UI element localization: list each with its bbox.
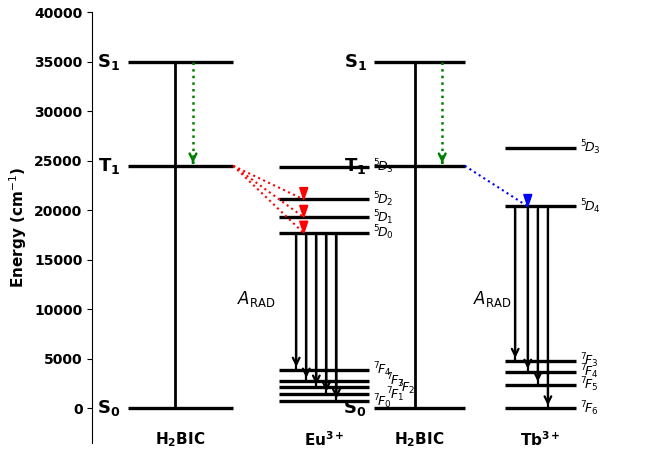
Text: $^5\!D_4$: $^5\!D_4$ (579, 197, 600, 216)
Text: $^7\!F_1$: $^7\!F_1$ (386, 385, 404, 404)
Text: $^7\!F_0$: $^7\!F_0$ (373, 392, 391, 411)
Polygon shape (524, 195, 532, 207)
Text: $\mathbf{H_2BIC}$: $\mathbf{H_2BIC}$ (156, 430, 205, 449)
Text: $^5\!D_3$: $^5\!D_3$ (373, 158, 394, 176)
Text: $\mathbf{S_0}$: $\mathbf{S_0}$ (343, 398, 367, 418)
Text: $^7\!F_4$: $^7\!F_4$ (373, 360, 391, 379)
Text: $\mathbf{Tb^{3+}}$: $\mathbf{Tb^{3+}}$ (520, 430, 561, 449)
Text: $A_{\mathrm{RAD}}$: $A_{\mathrm{RAD}}$ (473, 289, 512, 310)
Text: $^7\!F_3$: $^7\!F_3$ (386, 371, 404, 390)
Text: $^7\!F_6$: $^7\!F_6$ (579, 399, 598, 418)
Text: $^7\!F_4$: $^7\!F_4$ (579, 362, 598, 381)
Text: $\mathbf{T_1}$: $\mathbf{T_1}$ (344, 156, 367, 176)
Text: $\mathbf{S_1}$: $\mathbf{S_1}$ (343, 52, 367, 72)
Text: $^5\!D_1$: $^5\!D_1$ (373, 208, 393, 227)
Polygon shape (300, 188, 308, 200)
Text: $\mathbf{H_2BIC}$: $\mathbf{H_2BIC}$ (395, 430, 445, 449)
Text: $^5\!D_2$: $^5\!D_2$ (373, 190, 393, 209)
Text: $^7\!F_3$: $^7\!F_3$ (579, 351, 597, 370)
Y-axis label: Energy (cm$^{-1}$): Energy (cm$^{-1}$) (7, 167, 29, 288)
Text: $^7\!F_2$: $^7\!F_2$ (397, 378, 415, 397)
Polygon shape (300, 205, 308, 217)
Text: $\mathbf{T_1}$: $\mathbf{T_1}$ (98, 156, 120, 176)
Text: $^7\!F_5$: $^7\!F_5$ (579, 375, 597, 394)
Text: $^5\!D_3$: $^5\!D_3$ (579, 139, 600, 158)
Text: $\mathbf{S_0}$: $\mathbf{S_0}$ (97, 398, 120, 418)
Polygon shape (300, 221, 308, 233)
Text: $A_{\mathrm{RAD}}$: $A_{\mathrm{RAD}}$ (237, 289, 275, 310)
Text: $\mathbf{S_1}$: $\mathbf{S_1}$ (97, 52, 120, 72)
Text: $^5\!D_0$: $^5\!D_0$ (373, 224, 394, 242)
Text: $\mathbf{Eu^{3+}}$: $\mathbf{Eu^{3+}}$ (303, 430, 344, 449)
